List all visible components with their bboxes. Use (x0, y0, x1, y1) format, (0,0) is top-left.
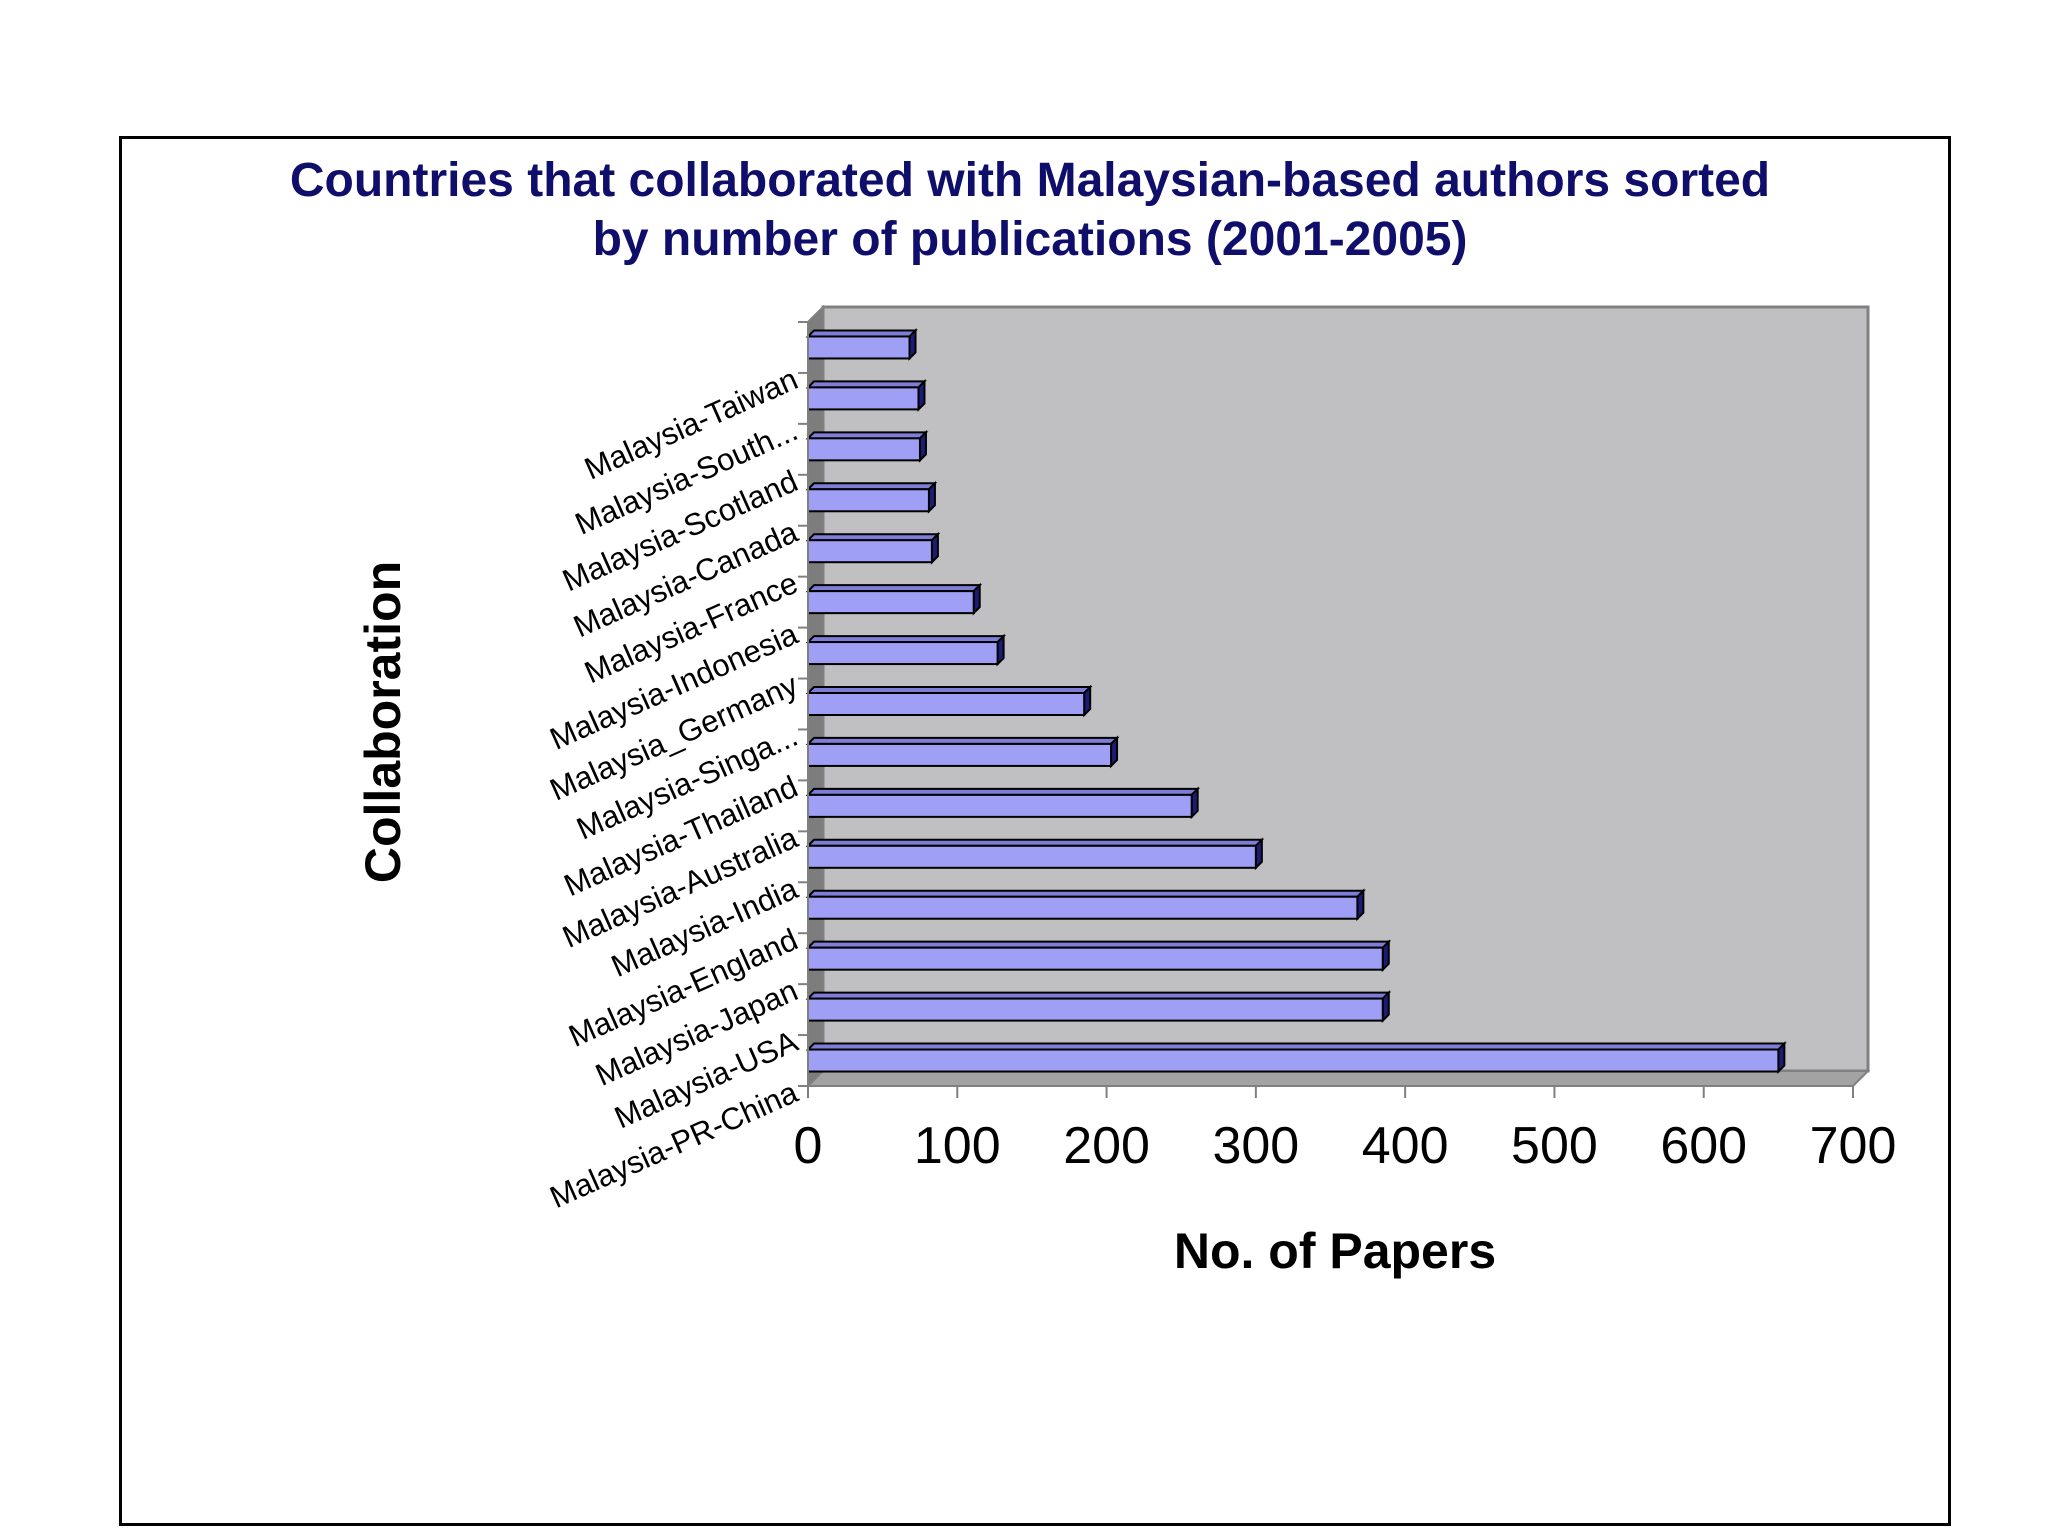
y-axis: Malaysia-PR-ChinaMalaysia-USAMalaysia-Ja… (545, 321, 809, 1215)
x-axis: 0 100 200 300 400 500 600 700 (794, 1085, 1897, 1175)
bar-front-face (807, 386, 920, 411)
bar-front-face (807, 692, 1086, 716)
bar-13 (805, 429, 929, 463)
bar-5 (805, 837, 1265, 871)
bar-12 (805, 480, 938, 514)
bar-front-face (807, 793, 1193, 818)
bar-4 (805, 888, 1366, 922)
bar-front-face (807, 641, 999, 666)
plot-floor (805, 1070, 1871, 1087)
chart-title-line-2: by number of publications (2001-2005) (593, 213, 1468, 266)
chart-title-line-1: Countries that collaborated with Malaysi… (290, 154, 1770, 207)
x-tick-label: 500 (1511, 1117, 1598, 1175)
bar-front-face (807, 1048, 1780, 1073)
y-axis-title: Collaboration (355, 561, 411, 883)
bar-front-face (807, 946, 1384, 971)
bar-15 (805, 328, 918, 361)
bar-9 (805, 633, 1007, 667)
bars (805, 328, 1787, 1074)
x-tick-label: 100 (914, 1117, 1001, 1175)
x-tick-label: 700 (1810, 1117, 1897, 1175)
bar-front-face (807, 895, 1359, 920)
bar-front-face (807, 844, 1257, 869)
x-tick-label: 0 (794, 1117, 823, 1175)
bar-11 (805, 531, 941, 565)
bar-10 (805, 582, 983, 616)
bar-front-face (807, 437, 921, 462)
bar-6 (805, 786, 1201, 820)
x-tick-label: 400 (1362, 1117, 1449, 1175)
bar-2 (805, 990, 1392, 1024)
bar-front-face (807, 539, 933, 564)
bar-front-face (807, 488, 930, 513)
bar-front-face (807, 590, 975, 615)
x-tick-label: 300 (1212, 1117, 1299, 1175)
bar-front-face (807, 742, 1113, 767)
bar-14 (805, 378, 927, 412)
x-tick-label: 600 (1660, 1117, 1747, 1175)
bar-front-face (807, 997, 1384, 1022)
x-axis-title: No. of Papers (1174, 1223, 1496, 1279)
bar-front-face (807, 335, 911, 360)
bar-1 (805, 1041, 1787, 1074)
bar-8 (805, 684, 1093, 718)
bar-7 (805, 735, 1120, 769)
bar-3 (805, 939, 1392, 973)
x-tick-label: 200 (1063, 1117, 1150, 1175)
